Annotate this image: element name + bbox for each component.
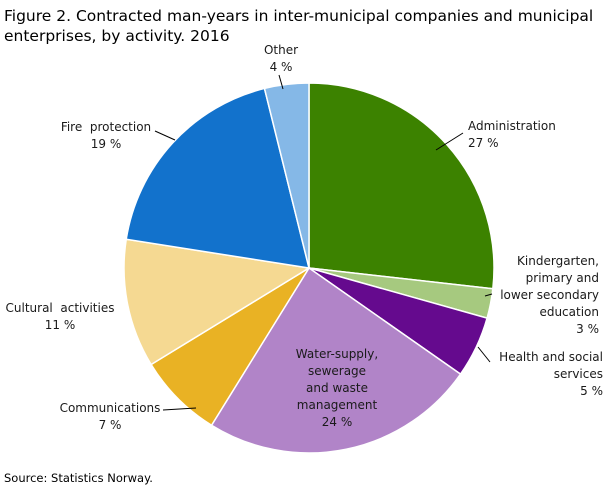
leader-line-kindergarten-primary-and-lower-secondary-education [484, 293, 493, 297]
pie-slice-administration [308, 82, 495, 290]
chart-source: Source: Statistics Norway. [4, 471, 153, 485]
leader-line-administration [435, 132, 464, 151]
slice-label-communications: Communications 7 % [60, 401, 161, 432]
pie-slice-fire-protection [125, 87, 310, 269]
pie-slices [123, 82, 495, 454]
pie-slice-other [263, 82, 310, 269]
leader-line-fire-protection [154, 130, 176, 141]
leader-line-other [278, 74, 284, 90]
slice-label-cultural-activities: Cultural activities 11 % [6, 301, 115, 332]
pie-slice-water-supply-sewerage-and-waste-management [210, 267, 462, 454]
slice-label-administration: Administration 27 % [468, 119, 556, 150]
leader-line-communications [162, 407, 197, 411]
pie-slice-cultural-activities [123, 238, 310, 366]
leader-lines [154, 74, 493, 411]
slice-label-fire-protection: Fire protection 19 % [61, 120, 151, 151]
leader-line-health-and-social-services [477, 346, 491, 363]
slice-label-health-and-social-services: Health and social services 5 % [499, 350, 603, 398]
chart-title: Figure 2. Contracted man-years in inter-… [4, 7, 594, 45]
slice-label-kindergarten-primary-and-lower-secondary-education: Kindergarten, primary and lower secondary e… [500, 254, 599, 336]
slice-label-water-supply-sewerage-and-waste-management: Water-supply, sewerage and waste management… [296, 347, 378, 429]
slice-label-other: Other 4 % [264, 43, 298, 74]
slice-labels: Administration 27 % Kindergarten, primary a… [6, 43, 603, 432]
